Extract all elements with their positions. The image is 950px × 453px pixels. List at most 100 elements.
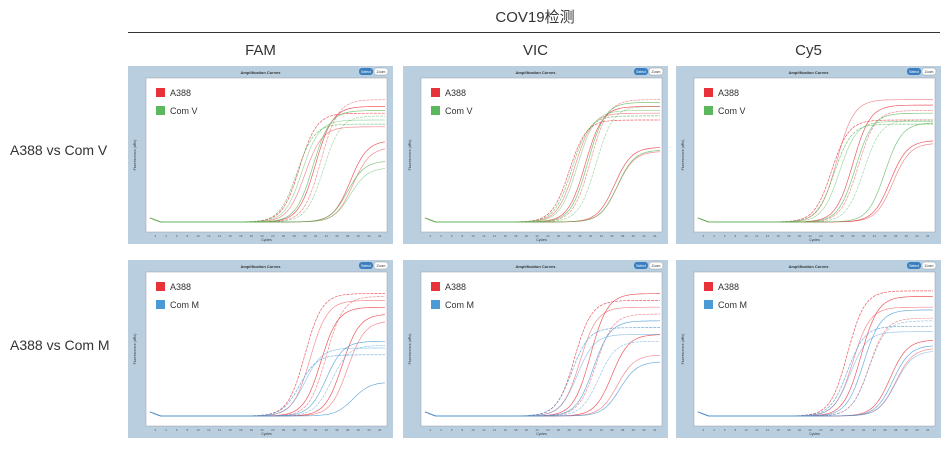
x-tick-label: 12 (207, 234, 211, 238)
legend-swatch (156, 300, 165, 309)
x-tick-label: 34 (325, 234, 329, 238)
zoom-button[interactable] (373, 67, 389, 76)
x-tick-label: 44 (926, 428, 930, 432)
legend-swatch (704, 282, 713, 291)
x-tick-label: 28 (293, 428, 297, 432)
zoom-button[interactable] (921, 67, 937, 76)
zoom-label: Zoom (925, 70, 934, 74)
x-tick-label: 28 (568, 428, 572, 432)
x-tick-label: 38 (621, 428, 625, 432)
x-tick-label: 44 (926, 234, 930, 238)
x-tick-label: 40 (632, 428, 636, 432)
x-tick-label: 30 (851, 428, 855, 432)
x-tick-label: 42 (642, 234, 646, 238)
curve-com-m (697, 351, 934, 417)
legend-swatch (704, 300, 713, 309)
x-tick-label: 20 (798, 234, 802, 238)
x-tick-label: 42 (915, 234, 919, 238)
amplification-chart: Amplification Curves Select Zoom 2 4 6 8 10 12 14… (676, 260, 941, 438)
x-tick-label: 20 (525, 428, 529, 432)
x-tick-label: 4 (165, 234, 167, 238)
x-tick-label: 18 (239, 234, 243, 238)
select-button[interactable] (634, 68, 648, 75)
x-tick-label: 38 (346, 428, 350, 432)
x-tick-label: 32 (862, 234, 866, 238)
legend-label: A388 (718, 88, 739, 98)
x-tick-label: 14 (218, 428, 222, 432)
x-axis-label: Cycles (809, 432, 820, 436)
x-tick-label: 40 (905, 428, 909, 432)
curve-com-m (697, 325, 933, 417)
x-tick-label: 12 (755, 428, 759, 432)
x-tick-label: 12 (755, 234, 759, 238)
legend-swatch (156, 88, 165, 97)
plot-area (693, 271, 936, 427)
x-tick-label: 40 (632, 234, 636, 238)
plot-area (420, 77, 663, 233)
x-tick-label: 22 (808, 428, 812, 432)
zoom-button[interactable] (648, 261, 664, 270)
x-tick-label: 2 (155, 428, 157, 432)
legend-label: Com V (445, 106, 473, 116)
curve-com-v (697, 123, 933, 223)
legend-swatch (704, 106, 713, 115)
x-tick-label: 26 (282, 234, 286, 238)
x-tick-label: 34 (325, 428, 329, 432)
x-tick-label: 32 (314, 234, 318, 238)
x-tick-label: 10 (744, 234, 748, 238)
x-tick-label: 14 (493, 234, 497, 238)
x-tick-label: 24 (271, 234, 275, 238)
zoom-button[interactable] (648, 67, 664, 76)
curve-com-v (424, 150, 661, 223)
select-button[interactable] (907, 68, 921, 75)
legend-swatch (431, 106, 440, 115)
legend-label: A388 (718, 282, 739, 292)
x-tick-label: 14 (766, 428, 770, 432)
x-tick-label: 10 (471, 234, 475, 238)
x-tick-label: 2 (430, 234, 432, 238)
curve-com-m (149, 354, 385, 417)
plot-area (145, 271, 388, 427)
zoom-button[interactable] (373, 261, 389, 270)
x-tick-label: 22 (260, 234, 264, 238)
select-button[interactable] (907, 262, 921, 269)
x-tick-label: 14 (766, 234, 770, 238)
select-button[interactable] (359, 68, 373, 75)
curve-com-v (149, 123, 385, 223)
x-tick-label: 40 (357, 428, 361, 432)
x-tick-label: 26 (830, 428, 834, 432)
legend-label: A388 (445, 88, 466, 98)
panel-title: Amplification Curves (788, 70, 829, 75)
x-tick-label: 26 (557, 428, 561, 432)
panel-title: Amplification Curves (240, 70, 281, 75)
legend-label: A388 (170, 282, 191, 292)
x-axis-label: Cycles (261, 432, 272, 436)
select-label: Select (361, 264, 371, 268)
x-tick-label: 8 (187, 428, 189, 432)
curve-com-v (149, 168, 386, 223)
select-button[interactable] (634, 262, 648, 269)
x-tick-label: 24 (271, 428, 275, 432)
legend-label: A388 (445, 282, 466, 292)
panel-title: Amplification Curves (515, 70, 556, 75)
zoom-button[interactable] (921, 261, 937, 270)
x-tick-label: 20 (798, 428, 802, 432)
y-axis-label: Fluorescence (dRn) (133, 140, 137, 171)
row-header-com-v: A388 vs Com V (10, 142, 108, 158)
column-header-vic: VIC (522, 42, 548, 59)
x-tick-label: 36 (610, 428, 614, 432)
x-tick-label: 32 (862, 428, 866, 432)
curve-com-m (424, 361, 661, 417)
y-axis-label: Fluorescence (dRn) (133, 334, 137, 365)
x-tick-label: 38 (621, 234, 625, 238)
curve-com-v (697, 122, 934, 223)
curve-com-m (424, 327, 660, 417)
x-tick-label: 8 (187, 234, 189, 238)
x-tick-label: 24 (819, 428, 823, 432)
plot-area (693, 77, 936, 233)
select-button[interactable] (359, 262, 373, 269)
x-axis-label: Cycles (536, 432, 547, 436)
zoom-label: Zoom (377, 70, 386, 74)
x-tick-label: 42 (367, 428, 371, 432)
x-tick-label: 44 (653, 428, 657, 432)
